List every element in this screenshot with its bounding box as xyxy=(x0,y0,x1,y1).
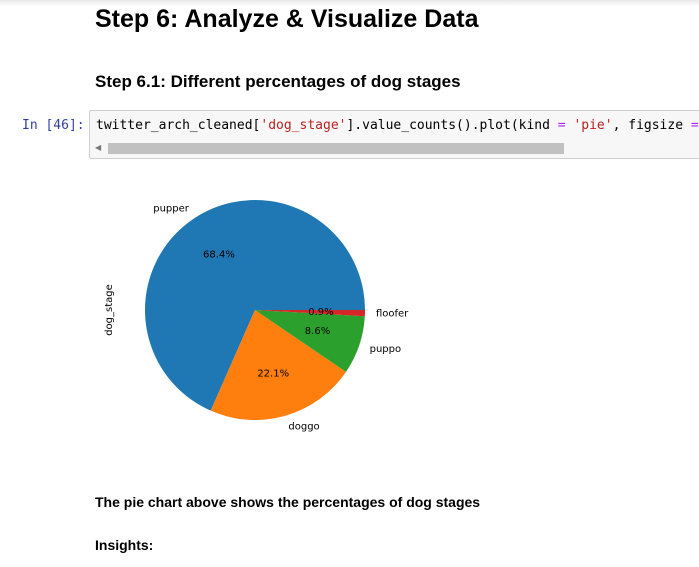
code-token: ].value_counts().plot(kind xyxy=(346,118,558,133)
pie-percent-label: 0.9% xyxy=(308,307,333,318)
pie-slice-floofer xyxy=(255,310,365,317)
code-string-token: 'pie' xyxy=(573,118,613,133)
code-cell[interactable]: twitter_arch_cleaned['dog_stage'].value_… xyxy=(89,110,699,159)
pie-category-label: pupper xyxy=(153,204,190,215)
pie-slice-doggo xyxy=(210,310,346,420)
code-string-token: 'dog_stage' xyxy=(260,118,347,133)
chart-caption: The pie chart above shows the percentage… xyxy=(95,494,481,510)
pie-slices xyxy=(145,199,365,420)
section-subtitle: Step 6.1: Different percentages of dog s… xyxy=(95,72,461,91)
horizontal-scrollbar[interactable]: ◀ xyxy=(92,141,699,155)
pie-percent-label: 22.1% xyxy=(257,368,289,379)
page-title: Step 6: Analyze & Visualize Data xyxy=(95,5,479,33)
code-operator-token: = xyxy=(690,118,699,133)
pie-chart: pupper 68.4% doggo 22.1% puppo 8.6% floofer 0.9… xyxy=(104,199,409,433)
pie-category-label: puppo xyxy=(370,344,402,355)
pie-percent-label: 8.6% xyxy=(305,326,330,337)
scrollbar-thumb[interactable] xyxy=(108,143,564,154)
pie-slice-pupper xyxy=(145,199,365,411)
pie-labels: pupper 68.4% doggo 22.1% puppo 8.6% floofer 0.9… xyxy=(153,204,409,433)
pie-category-label: floofer xyxy=(376,308,409,319)
code-token: , figsize xyxy=(612,118,691,133)
pie-ylabel: dog_stage xyxy=(104,284,115,336)
pie-category-label: doggo xyxy=(288,421,319,432)
code-line[interactable]: twitter_arch_cleaned['dog_stage'].value_… xyxy=(96,118,699,133)
pie-percent-label: 68.4% xyxy=(203,250,235,261)
notebook-top-shadow xyxy=(0,0,699,6)
cell-prompt: In [46]: xyxy=(22,118,85,133)
code-token: twitter_arch_cleaned[ xyxy=(96,118,261,133)
code-operator-token: = xyxy=(557,118,566,133)
scroll-left-arrow-icon[interactable]: ◀ xyxy=(95,143,102,152)
insights-heading: Insights: xyxy=(95,537,154,553)
pie-slice-puppo xyxy=(255,310,365,372)
